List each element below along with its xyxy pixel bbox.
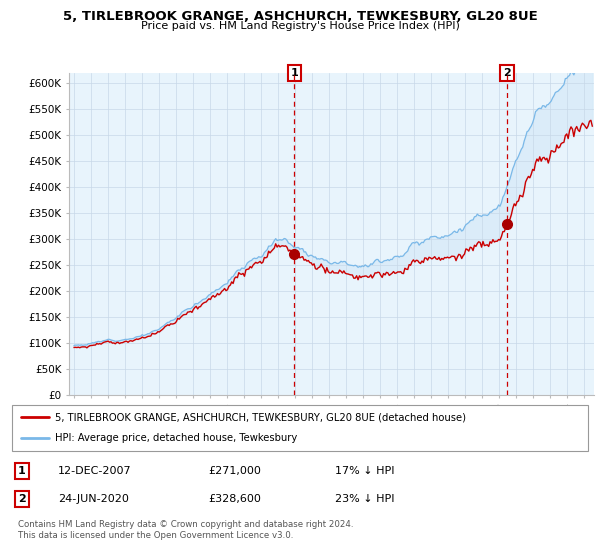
Text: £271,000: £271,000 <box>208 466 261 477</box>
Text: 17% ↓ HPI: 17% ↓ HPI <box>335 466 394 477</box>
Text: 24-JUN-2020: 24-JUN-2020 <box>58 494 129 503</box>
Text: 1: 1 <box>18 466 26 477</box>
Text: HPI: Average price, detached house, Tewkesbury: HPI: Average price, detached house, Tewk… <box>55 433 298 444</box>
Text: This data is licensed under the Open Government Licence v3.0.: This data is licensed under the Open Gov… <box>18 531 293 540</box>
Text: Contains HM Land Registry data © Crown copyright and database right 2024.: Contains HM Land Registry data © Crown c… <box>18 520 353 529</box>
Text: £328,600: £328,600 <box>208 494 261 503</box>
Text: 5, TIRLEBROOK GRANGE, ASHCHURCH, TEWKESBURY, GL20 8UE: 5, TIRLEBROOK GRANGE, ASHCHURCH, TEWKESB… <box>62 10 538 23</box>
Text: 23% ↓ HPI: 23% ↓ HPI <box>335 494 394 503</box>
Text: 2: 2 <box>18 494 26 503</box>
Text: 12-DEC-2007: 12-DEC-2007 <box>58 466 132 477</box>
Text: 2: 2 <box>503 68 511 78</box>
Text: 5, TIRLEBROOK GRANGE, ASHCHURCH, TEWKESBURY, GL20 8UE (detached house): 5, TIRLEBROOK GRANGE, ASHCHURCH, TEWKESB… <box>55 412 466 422</box>
Text: Price paid vs. HM Land Registry's House Price Index (HPI): Price paid vs. HM Land Registry's House … <box>140 21 460 31</box>
Text: 1: 1 <box>290 68 298 78</box>
